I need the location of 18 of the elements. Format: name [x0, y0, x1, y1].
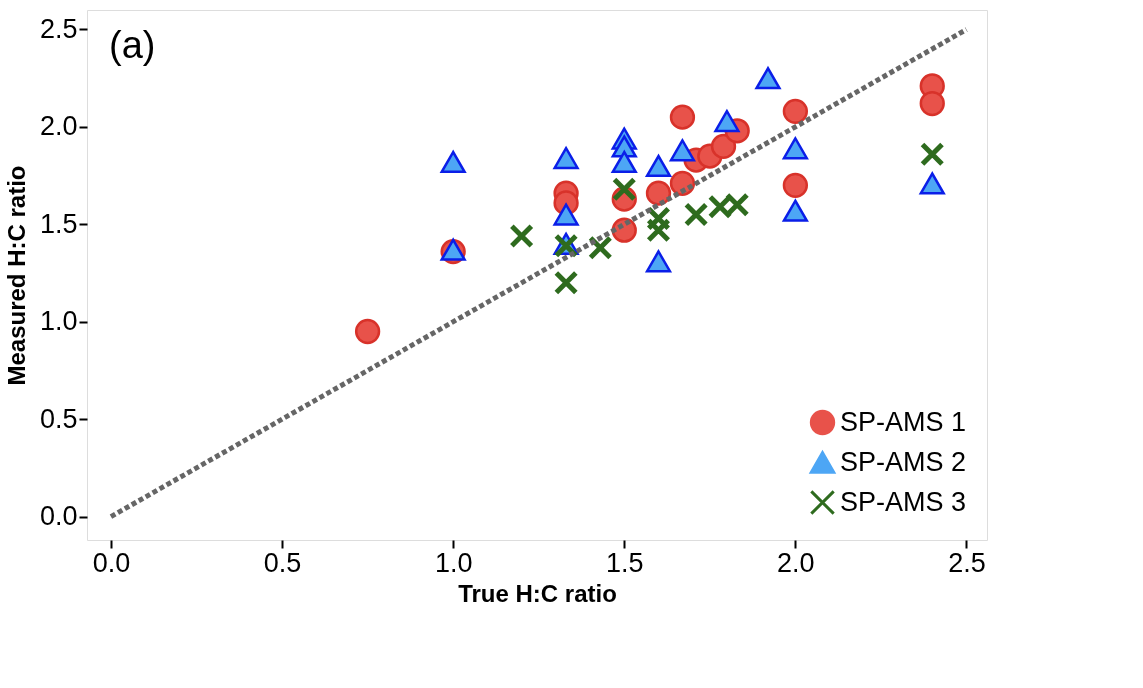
annotation: (a): [109, 24, 156, 66]
x-tick-label: 0.5: [263, 547, 302, 578]
x-tick-label: 0.0: [92, 547, 131, 578]
x-tick-label: 1.5: [605, 547, 644, 578]
x-tick-label: 1.0: [434, 547, 473, 578]
x-tick-label: 2.0: [777, 547, 815, 578]
y-tick-label: 0.5: [39, 403, 78, 434]
y-axis-title: Measured H:C ratio: [2, 165, 30, 386]
y-tick-label: 2.0: [39, 111, 78, 142]
legend-label: SP-AMS 2: [840, 446, 967, 477]
x-tick-label: 2.5: [948, 547, 986, 578]
y-tick-label: 2.5: [39, 13, 78, 44]
legend-label: SP-AMS 3: [840, 486, 967, 517]
y-tick-label: 1.0: [39, 306, 78, 337]
y-tick-label: 0.0: [39, 501, 78, 532]
y-tick-label: 1.5: [39, 208, 78, 239]
legend-label: SP-AMS 1: [840, 406, 967, 437]
x-axis-title: True H:C ratio: [458, 579, 617, 607]
